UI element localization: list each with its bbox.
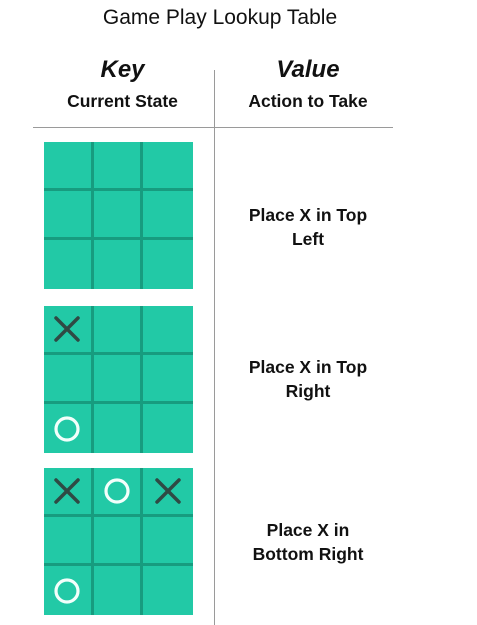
o-mark-icon bbox=[52, 414, 82, 444]
board-cell bbox=[93, 355, 144, 404]
board-cell bbox=[93, 191, 144, 240]
board-cell bbox=[143, 240, 193, 289]
board-cell bbox=[44, 517, 94, 566]
table-title: Game Play Lookup Table bbox=[102, 6, 338, 29]
key-sublabel: Current State bbox=[67, 91, 178, 111]
value-label: Value bbox=[276, 56, 340, 83]
board-cell bbox=[93, 468, 144, 517]
board-cell bbox=[143, 404, 193, 453]
board-cell bbox=[94, 240, 144, 289]
board-state-2 bbox=[44, 306, 193, 453]
board-cell bbox=[143, 468, 193, 517]
action-2: Place X in Top Right bbox=[222, 355, 394, 403]
key-column-header: Key Current State bbox=[40, 56, 205, 112]
header-divider bbox=[33, 127, 393, 128]
board-cell bbox=[94, 566, 144, 615]
board-cell bbox=[143, 566, 193, 615]
board-cell bbox=[44, 306, 94, 355]
board-cell bbox=[143, 517, 193, 566]
board-cell bbox=[44, 191, 94, 240]
board-cell bbox=[143, 355, 193, 404]
board-cell bbox=[143, 306, 193, 355]
x-mark-icon bbox=[153, 476, 183, 506]
action-1-line-1: Place X in Top bbox=[248, 205, 368, 225]
board-cell bbox=[94, 404, 144, 453]
x-mark-icon bbox=[52, 476, 82, 506]
o-mark-icon bbox=[102, 476, 132, 506]
key-label: Key bbox=[100, 56, 145, 83]
column-divider bbox=[214, 70, 215, 625]
value-column-header: Value Action to Take bbox=[222, 56, 394, 112]
action-2-line-2: Right bbox=[285, 381, 331, 401]
action-3-line-2: Bottom Right bbox=[252, 544, 364, 564]
board-cell bbox=[143, 142, 193, 191]
board-cell bbox=[93, 517, 144, 566]
board-cell bbox=[93, 142, 144, 191]
board-cell bbox=[44, 468, 94, 517]
board-cell bbox=[44, 240, 94, 289]
board-state-3 bbox=[44, 468, 193, 615]
board-cell bbox=[44, 566, 94, 615]
board-cell bbox=[44, 404, 94, 453]
action-3: Place X in Bottom Right bbox=[222, 518, 394, 566]
board-cell bbox=[44, 142, 94, 191]
action-2-line-1: Place X in Top bbox=[248, 357, 368, 377]
value-sublabel: Action to Take bbox=[248, 91, 368, 111]
x-mark-icon bbox=[52, 314, 82, 344]
board-cell bbox=[44, 355, 94, 404]
board-cell bbox=[93, 306, 144, 355]
action-1: Place X in Top Left bbox=[222, 203, 394, 251]
action-1-line-2: Left bbox=[291, 229, 325, 249]
board-state-1 bbox=[44, 142, 193, 289]
board-cell bbox=[143, 191, 193, 240]
o-mark-icon bbox=[52, 576, 82, 606]
action-3-line-1: Place X in bbox=[266, 520, 350, 540]
